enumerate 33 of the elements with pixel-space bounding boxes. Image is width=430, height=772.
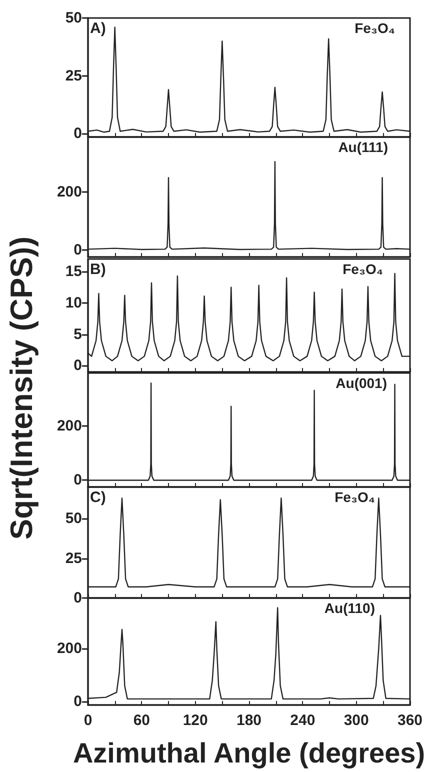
y-axis-title: Sqrt(Intensity (CPS))	[4, 236, 40, 540]
annotation: Au(110)	[324, 600, 376, 616]
y-tick-label: 15	[65, 263, 82, 280]
y-tick-label: 0	[74, 357, 82, 374]
y-tick-label: 0	[74, 590, 82, 606]
y-tick-label: 200	[56, 184, 82, 201]
y-tick-label: 25	[65, 550, 82, 567]
x-tick-label: 240	[290, 712, 316, 729]
x-tick-label: 180	[236, 712, 262, 729]
y-tick-label: 0	[74, 125, 82, 142]
x-tick-label: 300	[344, 712, 369, 729]
annotation: Fe₃O₄	[342, 261, 383, 277]
x-axis-title: Azimuthal Angle (degrees)	[72, 738, 426, 768]
y-tick-label: 10	[65, 294, 82, 312]
annotation: A)	[90, 20, 106, 37]
x-tick-label: 360	[397, 712, 423, 729]
y-tick-label: 50	[65, 510, 82, 528]
y-tick-label: 200	[56, 640, 82, 658]
y-tick-label: 50	[65, 10, 82, 26]
y-tick-label: 5	[74, 326, 82, 343]
annotation: Fe₃O₄	[354, 20, 395, 36]
annotation: Fe₃O₄	[334, 489, 375, 505]
y-tick-label: 0	[74, 693, 82, 710]
x-tick-label: 60	[133, 712, 150, 729]
y-tick-label: 25	[65, 67, 82, 84]
annotation: Au(001)	[336, 375, 388, 391]
annotation: C)	[90, 489, 106, 506]
annotation: Au(111)	[338, 139, 388, 155]
y-tick-label: 0	[74, 472, 82, 489]
annotation: B)	[90, 261, 106, 278]
y-tick-label: 200	[56, 417, 82, 434]
x-tick-label: 120	[182, 712, 208, 729]
y-tick-label: 0	[74, 242, 82, 259]
